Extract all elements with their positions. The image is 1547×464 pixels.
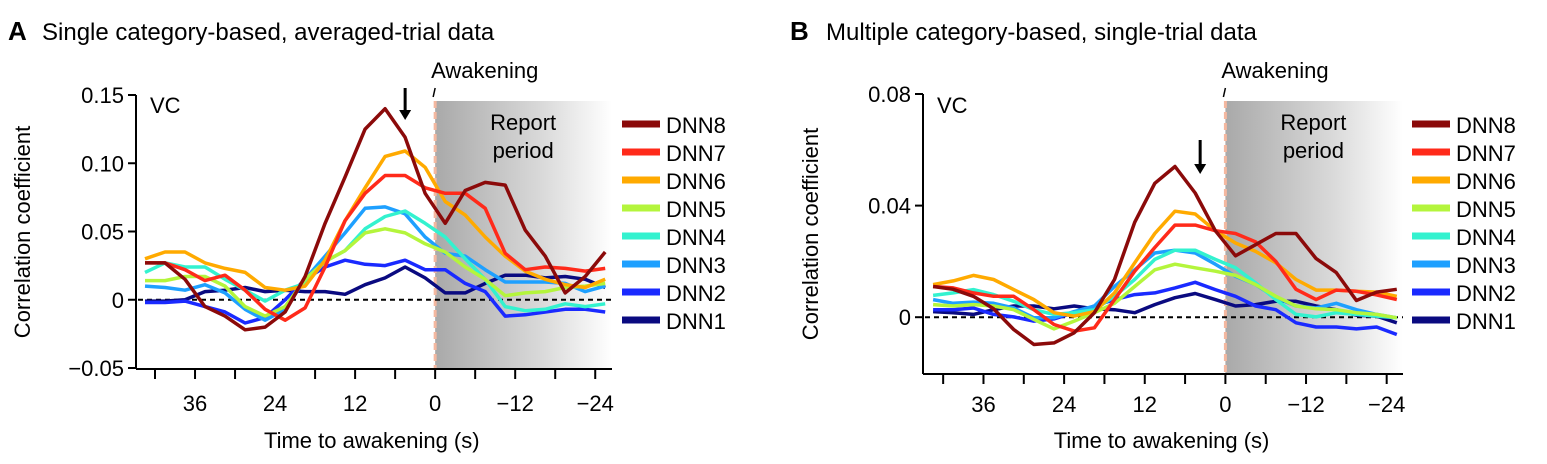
x-tick-label: 0 (1219, 392, 1231, 417)
series-line-dnn8 (145, 106, 607, 332)
x-axis-label: Time to awakening (s) (264, 428, 480, 453)
legend-label: DNN4 (666, 225, 726, 250)
x-tick-label: −24 (1368, 392, 1405, 417)
panel-letter: A (8, 16, 27, 46)
x-tick-label: −24 (577, 391, 614, 416)
series-line-dnn4 (932, 248, 1397, 320)
region-label: VC (937, 93, 968, 118)
series-line-dnn6 (932, 209, 1398, 318)
x-tick-label: −12 (497, 391, 534, 416)
legend-label: DNN6 (1456, 169, 1516, 194)
legend-label: DNN2 (666, 281, 726, 306)
series-line-dnn8 (932, 164, 1398, 347)
x-tick-label: 36 (971, 392, 995, 417)
down-arrow-head-icon (399, 110, 412, 120)
down-arrow-head-icon (1194, 164, 1207, 174)
y-axis-label: Correlation coefficient (10, 126, 35, 338)
report-period-shading (435, 101, 612, 368)
x-tick-label: −12 (1287, 392, 1324, 417)
awakening-pointer (432, 87, 436, 98)
y-tick-label: 0.08 (868, 82, 911, 107)
series-line-dnn2 (933, 280, 1398, 337)
y-tick-label: 0.05 (81, 220, 124, 245)
x-tick-label: 0 (429, 391, 441, 416)
legend-label: DNN5 (1456, 197, 1516, 222)
report-period-label-line1: Report (1280, 110, 1346, 135)
report-period-label-line2: period (1283, 138, 1344, 163)
legend-label: DNN5 (666, 197, 726, 222)
legend-label: DNN4 (1456, 225, 1516, 250)
awakening-label: Awakening (1221, 58, 1328, 83)
panel-title: Multiple category-based, single-trial da… (826, 19, 1258, 46)
legend-label: DNN7 (666, 141, 726, 166)
awakening-pointer (1222, 87, 1227, 98)
y-tick-label: 0 (899, 305, 911, 330)
legend-label: DNN7 (1456, 141, 1516, 166)
series-line-dnn7 (932, 223, 1398, 333)
legend-label: DNN6 (666, 169, 726, 194)
y-axis-label: Correlation coefficient (798, 128, 823, 340)
legend-label: DNN8 (1456, 113, 1516, 138)
legend-label: DNN2 (1456, 281, 1516, 306)
panel-a: A Single category-based, averaged-trial d… (8, 16, 726, 453)
legend-label: DNN1 (666, 309, 726, 334)
panel-letter: B (790, 16, 809, 46)
report-period-label-line1: Report (490, 110, 556, 135)
panel-b: B Multiple category-based, single-trial d… (790, 16, 1516, 453)
region-label: VC (150, 93, 181, 118)
series-line-dnn5 (145, 227, 606, 318)
series-line-dnn2 (145, 258, 606, 325)
legend-label: DNN8 (666, 113, 726, 138)
y-tick-label: 0.04 (868, 194, 911, 219)
legend-label: DNN3 (666, 253, 726, 278)
x-tick-label: 24 (263, 391, 287, 416)
y-tick-label: 0.10 (81, 151, 124, 176)
y-tick-label: −0.05 (68, 356, 124, 381)
x-tick-label: 12 (1133, 392, 1157, 417)
series-line-dnn3 (144, 205, 606, 322)
x-tick-label: 12 (343, 391, 367, 416)
series-line-dnn7 (145, 173, 606, 322)
series-line-dnn6 (144, 149, 606, 292)
panel-title: Single category-based, averaged-trial da… (42, 19, 495, 46)
x-tick-label: 36 (183, 391, 207, 416)
report-period-label-line2: period (493, 138, 554, 163)
x-tick-label: 24 (1052, 392, 1076, 417)
y-tick-label: 0 (112, 288, 124, 313)
y-tick-label: 0.15 (81, 83, 124, 108)
legend-label: DNN3 (1456, 253, 1516, 278)
x-axis-label: Time to awakening (s) (1054, 428, 1270, 453)
awakening-label: Awakening (431, 58, 538, 83)
legend-label: DNN1 (1456, 309, 1516, 334)
series-line-dnn5 (932, 262, 1398, 331)
